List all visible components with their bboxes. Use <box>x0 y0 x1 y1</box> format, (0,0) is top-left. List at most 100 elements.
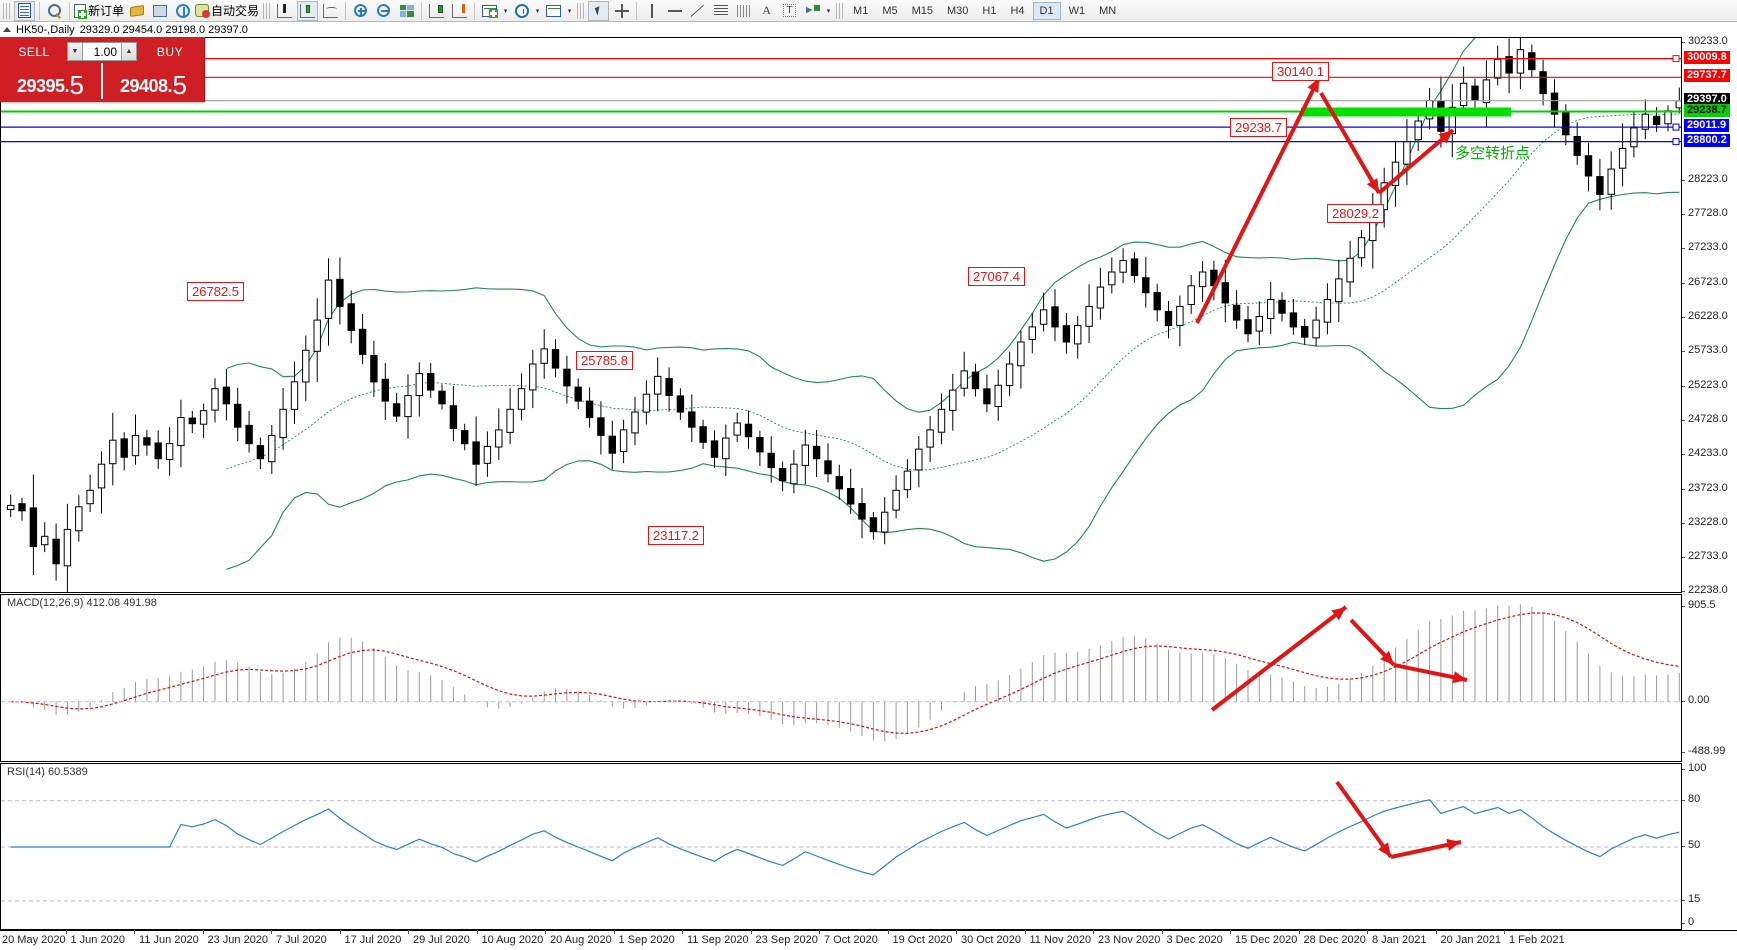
indicators-dropdown-arrow[interactable]: ▾ <box>503 7 508 15</box>
macd-down-arrow-2[interactable] <box>1393 663 1468 684</box>
templates-dropdown-arrow[interactable]: ▾ <box>567 7 572 15</box>
timeframe-mn[interactable]: MN <box>1099 4 1117 17</box>
toolbar-separator <box>345 1 347 20</box>
cursor-icon[interactable] <box>588 0 610 21</box>
timeframe-m5[interactable]: M5 <box>882 4 898 17</box>
rsi-pane[interactable]: RSI(14) 60.5389 <box>0 763 1682 930</box>
buy-label[interactable]: BUY <box>156 44 184 59</box>
metaeditor-icon[interactable] <box>126 1 147 21</box>
price-scale[interactable]: 30233.0 28223.0 27728.0 27233.0 26723.0 26228… <box>1682 35 1737 596</box>
annotation-27067[interactable]: 27067.4 <box>968 267 1025 286</box>
sell-button[interactable]: 29395 . 5 <box>0 63 101 99</box>
timeframe-d1[interactable]: D1 <box>1032 1 1061 20</box>
line-handle[interactable] <box>1672 123 1680 131</box>
uptrend-arrow[interactable] <box>1195 77 1321 324</box>
chinese-note-label[interactable]: 多空转折点 <box>1455 144 1531 162</box>
time-axis[interactable]: 20 May 2020 1 Jun 2020 11 Jun 2020 23 Jun 2… <box>0 930 1737 950</box>
resistance-level-1[interactable]: 30009.8 <box>1684 50 1730 64</box>
one-click-trading-panel[interactable]: SELL ▼ 1.00 ▲ BUY 29395 . 5 29408 . 5 <box>0 37 205 102</box>
toolbar-grip-2[interactable] <box>263 2 271 19</box>
auto-scroll-icon[interactable] <box>449 1 470 21</box>
channel-icon[interactable] <box>733 1 754 21</box>
annotation-26782[interactable]: 26782.5 <box>187 282 244 301</box>
timeframe-h4[interactable]: H4 <box>1010 4 1025 17</box>
volume-input[interactable]: 1.00 <box>83 42 121 61</box>
time-tick: 23 Jun 2020 <box>202 930 269 946</box>
chart-area[interactable]: HK50-,Daily 29329.0 29454.0 29198.0 2939… <box>0 22 1737 946</box>
zoom-out-icon[interactable] <box>373 1 394 21</box>
timeframe-m30[interactable]: M30 <box>947 4 969 17</box>
text-icon[interactable]: A <box>762 3 771 17</box>
terminal-icon[interactable] <box>149 1 170 21</box>
fibonacci-icon[interactable] <box>710 1 731 21</box>
time-tick: 29 Jul 2020 <box>408 930 470 946</box>
annotation-30140[interactable]: 30140.1 <box>1272 62 1329 81</box>
period-dropdown-arrow[interactable]: ▾ <box>535 7 540 15</box>
recovery-arrow[interactable] <box>1377 128 1455 195</box>
line-handle[interactable] <box>1672 138 1680 146</box>
tile-windows-icon[interactable] <box>396 1 417 21</box>
time-tick: 3 Dec 2020 <box>1161 930 1223 946</box>
buy-button[interactable]: 29408 . 5 <box>103 63 204 99</box>
price-tick: 22238.0 <box>1682 584 1728 596</box>
macd-down-arrow-1[interactable] <box>1349 618 1396 667</box>
objects-dropdown-arrow[interactable]: ▾ <box>826 7 831 15</box>
templates-icon[interactable] <box>543 1 564 21</box>
macd-pane[interactable]: MACD(12,26,9) 412.08 491.98 <box>0 594 1682 762</box>
line-handle[interactable] <box>1672 55 1680 63</box>
price-tick: 26228.0 <box>1682 310 1728 322</box>
data-window-icon[interactable] <box>44 1 65 21</box>
time-tick: 7 Jul 2020 <box>271 930 327 946</box>
resistance-level-2[interactable]: 29737.7 <box>1684 69 1730 83</box>
last-price[interactable]: 29397.0 <box>1684 92 1730 106</box>
toolbar-grip-3[interactable] <box>577 2 585 19</box>
timeframe-m1[interactable]: M1 <box>853 4 869 17</box>
annotation-28029[interactable]: 28029.2 <box>1327 204 1384 223</box>
volume-increase-icon[interactable]: ▲ <box>121 42 137 61</box>
sell-label[interactable]: SELL <box>18 44 50 59</box>
support-zone-highlight[interactable] <box>1301 107 1511 117</box>
candlestick-chart-icon[interactable] <box>297 0 319 21</box>
toolbar-grip-1[interactable] <box>3 2 10 19</box>
macd-scale[interactable]: 905.5 0.00 -488.99 <box>1682 594 1737 762</box>
annotation-29238[interactable]: 29238.7 <box>1230 118 1287 137</box>
objects-icon[interactable] <box>802 1 823 21</box>
support-level-green[interactable]: 29238.7 <box>1684 103 1730 117</box>
timeframe-h1[interactable]: H1 <box>982 4 997 17</box>
downtrend-arrow-1[interactable] <box>1319 91 1381 195</box>
zoom-in-icon[interactable] <box>350 1 371 21</box>
annotation-25785[interactable]: 25785.8 <box>576 351 633 370</box>
indicators-icon[interactable] <box>479 1 500 21</box>
horizontal-line-icon[interactable] <box>664 1 685 21</box>
price-tick: 23723.0 <box>1682 482 1728 494</box>
timeframe-m15[interactable]: M15 <box>911 4 933 17</box>
annotation-23117[interactable]: 23117.2 <box>648 526 705 545</box>
volume-decrease-icon[interactable]: ▼ <box>67 42 83 61</box>
macd-up-arrow[interactable] <box>1210 605 1348 712</box>
market-watch-icon[interactable] <box>14 0 35 21</box>
crosshair-icon[interactable] <box>611 1 632 21</box>
line-chart-icon[interactable] <box>320 1 341 21</box>
buy-price-integer: 29408 <box>119 76 168 96</box>
collapse-triangle-icon[interactable] <box>3 27 11 32</box>
timeframe-w1[interactable]: W1 <box>1068 4 1086 17</box>
bar-chart-icon[interactable] <box>274 1 295 21</box>
trendline-icon[interactable] <box>687 1 708 21</box>
rsi-up-arrow[interactable] <box>1390 838 1462 859</box>
rsi-down-arrow[interactable] <box>1335 780 1393 859</box>
autotrading-button[interactable]: 自动交易 <box>195 1 259 21</box>
chart-shift-icon[interactable] <box>426 1 447 21</box>
vertical-line-icon[interactable] <box>641 1 662 21</box>
toolbar-grip-4[interactable] <box>836 2 844 19</box>
price-pane[interactable] <box>0 37 1682 593</box>
new-order-button[interactable]: 新订单 <box>74 1 124 21</box>
text-label-icon[interactable]: T <box>779 1 800 21</box>
autotrading-icon <box>195 4 211 18</box>
navigator-icon[interactable] <box>172 1 193 21</box>
volume-stepper[interactable]: ▼ 1.00 ▲ <box>67 42 137 61</box>
period-icon[interactable] <box>511 1 532 21</box>
support-level-1[interactable]: 29011.9 <box>1684 119 1730 133</box>
rsi-scale[interactable]: 100 80 50 15 0 <box>1682 762 1737 930</box>
time-tick: 1 Jun 2020 <box>65 930 125 946</box>
support-level-2[interactable]: 28800.2 <box>1684 133 1730 147</box>
